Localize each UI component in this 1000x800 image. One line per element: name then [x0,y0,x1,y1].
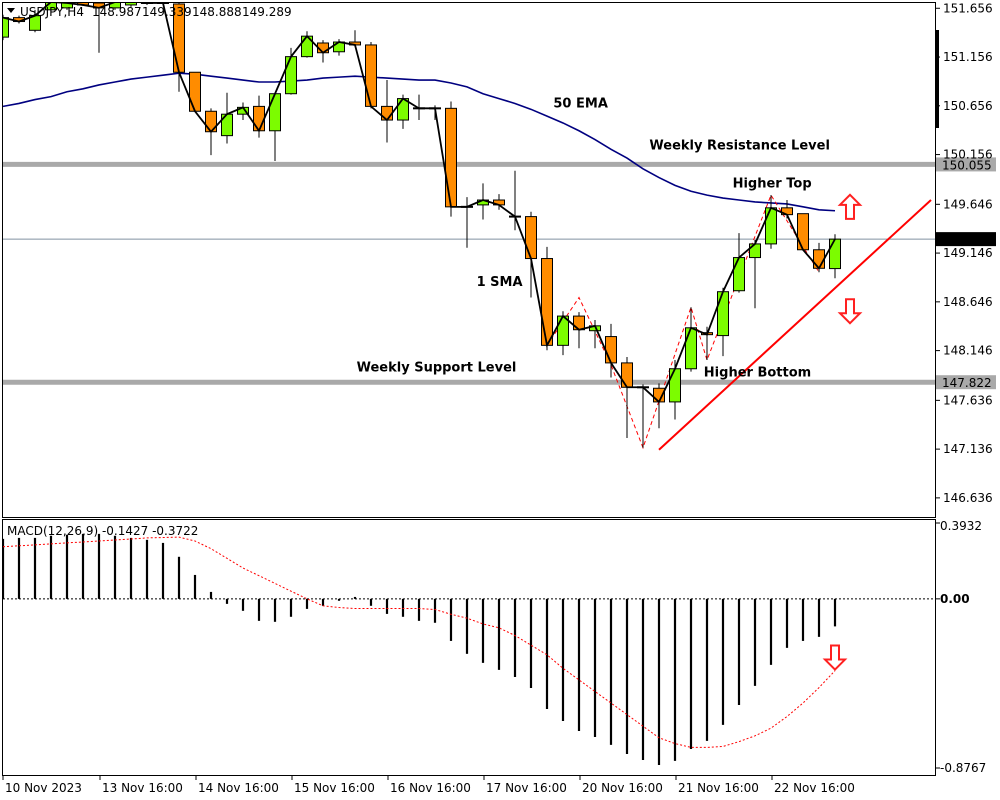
candle-body-bear [621,362,633,388]
price-tick-label: 149.646 [943,197,993,211]
scroll-marker[interactable] [936,30,939,128]
candle-body-bear [445,107,457,208]
zigzag-line [546,194,820,450]
candle-body-bull [3,17,9,38]
ema-50-line [3,72,836,212]
chart-header: USDJPY,H4 148.987 149.339 148.888 149.28… [7,5,292,19]
macd-tick-label: 0.00 [940,592,970,606]
time-tick-label: 15 Nov 16:00 [294,781,375,795]
macd-tick-label: -0.8767 [940,761,986,775]
candle-body-bear [381,105,393,121]
ohlc-close: 149.289 [242,5,292,19]
candle [445,101,457,217]
time-tick-label: 21 Nov 16:00 [678,781,759,795]
price-tick-label: 147.136 [943,442,993,456]
price-tick-label: 151.156 [943,50,993,64]
candle-body-bull [269,93,281,132]
ohlc-open: 148.987 [92,5,142,19]
macd-tick-label: 0.3932 [940,519,982,533]
symbol-label: USDJPY,H4 [20,5,84,19]
macd-title: MACD(12,26,9) -0.1427 -0.3722 [7,524,198,538]
candle-body-bear [365,44,377,107]
candle-body-bull [829,238,841,270]
candle-body-bull [749,243,761,259]
candle-body-bear [253,105,265,132]
candle [797,213,809,251]
candle-body-bear [541,258,553,346]
level-label-box-bid [936,232,996,247]
candle-body-bull [285,56,297,95]
sma-1-line [3,3,836,404]
time-tick-label: 22 Nov 16:00 [774,781,855,795]
candle-body-bear [189,71,201,112]
level-label-box-resistance [936,157,996,172]
price-tick-label: 147.636 [943,393,993,407]
arrow-up-icon [837,193,863,220]
annotation-label: Weekly Resistance Level [649,138,830,153]
candle-body-bear [797,213,809,251]
time-tick-label: 16 Nov 16:00 [390,781,471,795]
candle-body-bull [717,291,729,337]
candle-body-bull [125,3,137,6]
macd-arrow-down-icon [822,644,848,671]
macd-signal-line [3,536,836,748]
price-tick-label: 148.146 [943,344,993,358]
main-pane-frame [2,2,936,518]
annotation-label: 1 SMA [477,275,523,290]
candle-body-bull [765,207,777,245]
candle-body-bull [61,3,73,9]
candle-body-bull [669,368,681,403]
time-tick-label: 13 Nov 16:00 [102,781,183,795]
arrow-down-icon [837,298,863,325]
price-tick-label: 150.156 [943,148,993,162]
ohlc-high: 149.339 [142,5,192,19]
dropdown-triangle-icon[interactable] [7,8,15,13]
level-label-box-support [936,375,996,390]
level-label-bid: 149.289 [942,233,992,247]
time-tick-label: 14 Nov 16:00 [198,781,279,795]
candle [365,42,377,109]
candle [541,246,553,351]
candle-body-bull [733,257,745,292]
price-tick-label: 151.656 [943,1,993,15]
ohlc-low: 148.888 [192,5,242,19]
level-label-support: 147.822 [942,376,992,390]
level-label-resistance: 150.055 [942,158,992,172]
candle-body-bull [685,327,697,370]
annotation-label: Higher Top [733,176,812,191]
candle-body-bear [525,216,537,260]
time-tick-label: 17 Nov 16:00 [486,781,567,795]
candle [3,14,9,41]
macd-pane-frame [2,519,936,776]
candle [141,3,153,5]
candle-body-bear [573,315,585,331]
time-tick-label: 10 Nov 2023 [5,781,82,795]
candle-body-bear [605,336,617,364]
price-tick-label: 150.656 [943,99,993,113]
candle [61,3,73,10]
candle [125,3,137,7]
time-tick-label: 20 Nov 16:00 [582,781,663,795]
candle [189,71,201,112]
annotation-label: 50 EMA [553,96,608,111]
trend-line [658,199,932,451]
price-tick-label: 149.146 [943,246,993,260]
price-tick-label: 148.646 [943,295,993,309]
price-tick-label: 146.636 [943,491,993,505]
candle-body-bear [813,249,825,269]
annotation-label: Weekly Support Level [357,361,517,376]
annotation-label: Higher Bottom [704,366,811,381]
